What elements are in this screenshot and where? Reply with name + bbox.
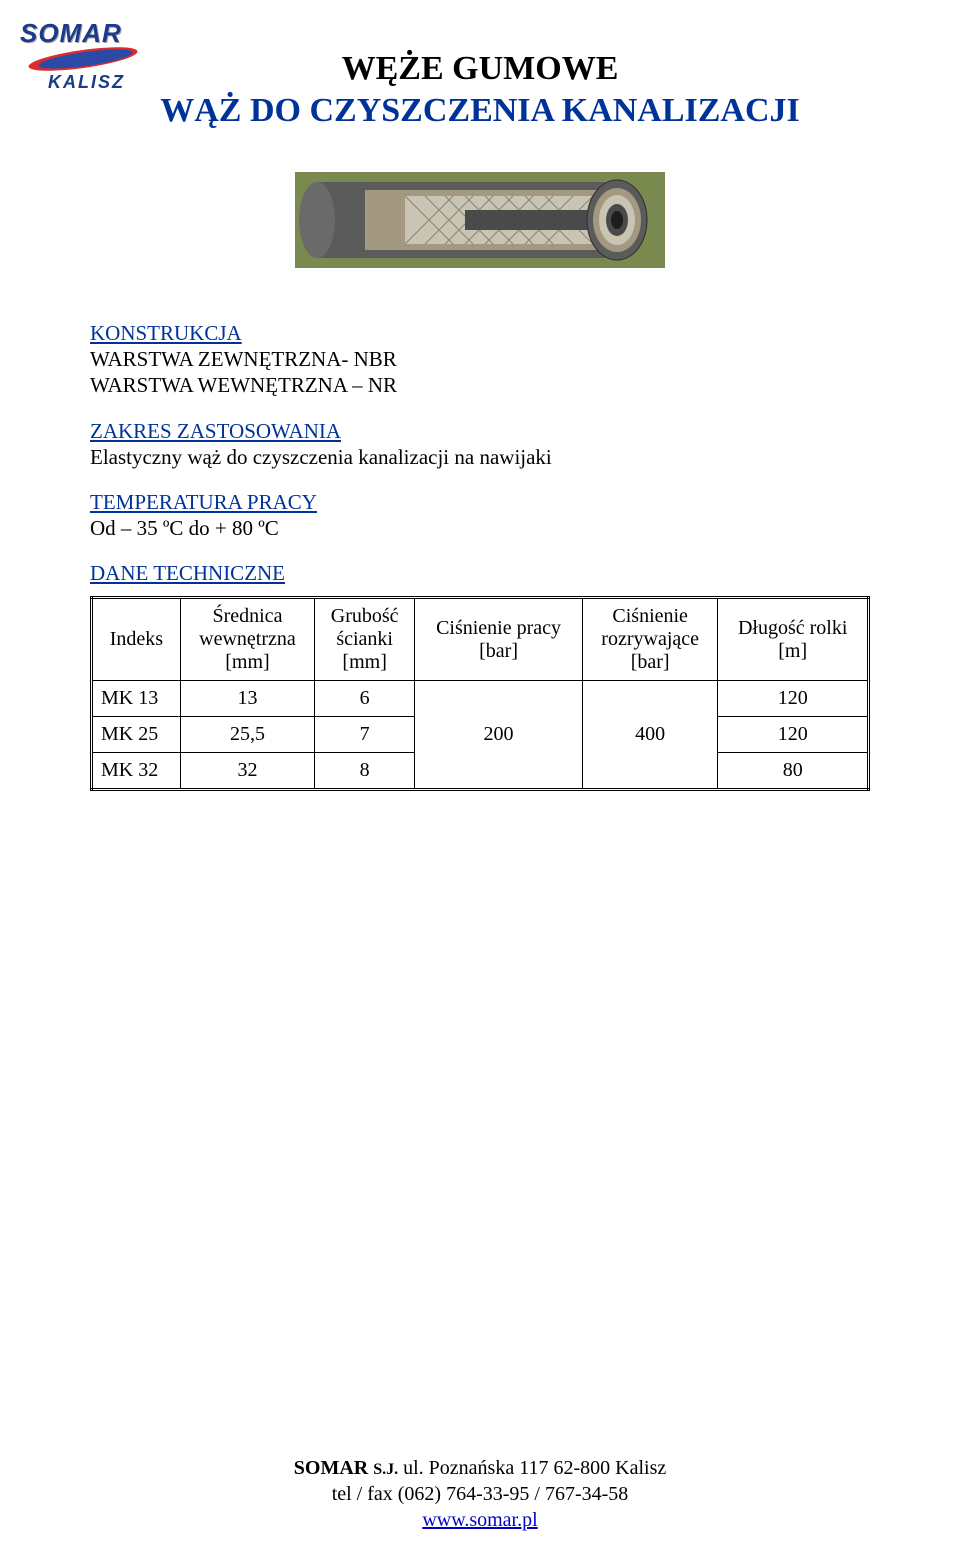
section-head-zakres: ZAKRES ZASTOSOWANIA: [90, 419, 870, 444]
th-srednica-l3: [mm]: [225, 651, 269, 673]
table-header-row: Indeks Średnica wewnętrzna [mm] Grubość …: [92, 598, 869, 681]
page-title: WĘŻE GUMOWE: [90, 50, 870, 88]
th-cp-l2: [bar]: [479, 640, 518, 662]
th-dl-l1: Długość rolki: [738, 617, 847, 639]
konstrukcja-line-2: WARSTWA WEWNĘTRZNA – NR: [90, 372, 870, 398]
hose-illustration: [90, 172, 870, 273]
cell-idx-0: MK 13: [92, 681, 181, 717]
th-cr-l2: rozrywające: [601, 628, 699, 650]
footer-link[interactable]: www.somar.pl: [422, 1509, 537, 1531]
cell-thick-1: 7: [315, 717, 415, 753]
logo-ellipse-icon: [20, 48, 150, 70]
konstrukcja-line-1: WARSTWA ZEWNĘTRZNA- NBR: [90, 346, 870, 372]
cell-diam-2: 32: [180, 753, 314, 790]
footer-addr: ul. Poznańska 117 62-800 Kalisz: [398, 1457, 666, 1479]
th-srednica: Średnica wewnętrzna [mm]: [180, 598, 314, 681]
footer-line-1: SOMAR S.J. ul. Poznańska 117 62-800 Kali…: [0, 1455, 960, 1481]
cell-len-2: 80: [718, 753, 869, 790]
cell-idx-1: MK 25: [92, 717, 181, 753]
th-cisnienie-pracy: Ciśnienie pracy [bar]: [415, 598, 583, 681]
cell-len-0: 120: [718, 681, 869, 717]
cell-burst-pressure: 400: [582, 681, 718, 790]
th-cr-l3: [bar]: [631, 651, 670, 673]
cell-diam-0: 13: [180, 681, 314, 717]
temp-line-1: Od – 35 ºC do + 80 ºC: [90, 515, 870, 541]
th-cr-l1: Ciśnienie: [612, 605, 688, 627]
section-temp: TEMPERATURA PRACY Od – 35 ºC do + 80 ºC: [90, 490, 870, 541]
footer-tel: tel / fax (062) 764-33-95 / 767-34-58: [0, 1481, 960, 1507]
th-grubosc-l1: Grubość: [331, 605, 399, 627]
cell-idx-2: MK 32: [92, 753, 181, 790]
page-subtitle: WĄŻ DO CZYSZCZENIA KANALIZACJI: [90, 92, 870, 130]
hose-cutaway-icon: [295, 172, 665, 268]
spec-table: Indeks Średnica wewnętrzna [mm] Grubość …: [90, 596, 870, 791]
th-grubosc-l3: [mm]: [342, 651, 386, 673]
th-srednica-l1: Średnica: [212, 605, 282, 627]
th-cisnienie-rozrywajace: Ciśnienie rozrywające [bar]: [582, 598, 718, 681]
section-konstrukcja: KONSTRUKCJA WARSTWA ZEWNĘTRZNA- NBR WARS…: [90, 321, 870, 399]
section-head-konstrukcja: KONSTRUKCJA: [90, 321, 870, 346]
table-row: MK 13 13 6 200 400 120: [92, 681, 869, 717]
th-dlugosc: Długość rolki [m]: [718, 598, 869, 681]
th-grubosc-l2: ścianki: [336, 628, 393, 650]
cell-thick-0: 6: [315, 681, 415, 717]
th-cp-l1: Ciśnienie pracy: [436, 617, 561, 639]
footer-sj: S.J.: [373, 1461, 398, 1478]
cell-diam-1: 25,5: [180, 717, 314, 753]
th-indeks: Indeks: [92, 598, 181, 681]
cell-thick-2: 8: [315, 753, 415, 790]
zakres-line-1: Elastyczny wąż do czyszczenia kanalizacj…: [90, 444, 870, 470]
cell-len-1: 120: [718, 717, 869, 753]
logo-text-bottom: KALISZ: [20, 72, 150, 93]
th-grubosc: Grubość ścianki [mm]: [315, 598, 415, 681]
section-head-dane: DANE TECHNICZNE: [90, 561, 870, 586]
logo: SOMAR KALISZ: [20, 20, 150, 93]
section-dane: DANE TECHNICZNE: [90, 561, 870, 586]
footer-company: SOMAR: [294, 1457, 368, 1479]
th-dl-l2: [m]: [778, 640, 807, 662]
cell-work-pressure: 200: [415, 681, 583, 790]
logo-text-top: SOMAR: [20, 20, 150, 46]
section-zakres: ZAKRES ZASTOSOWANIA Elastyczny wąż do cz…: [90, 419, 870, 470]
th-srednica-l2: wewnętrzna: [199, 628, 296, 650]
section-head-temp: TEMPERATURA PRACY: [90, 490, 870, 515]
page-footer: SOMAR S.J. ul. Poznańska 117 62-800 Kali…: [0, 1455, 960, 1533]
